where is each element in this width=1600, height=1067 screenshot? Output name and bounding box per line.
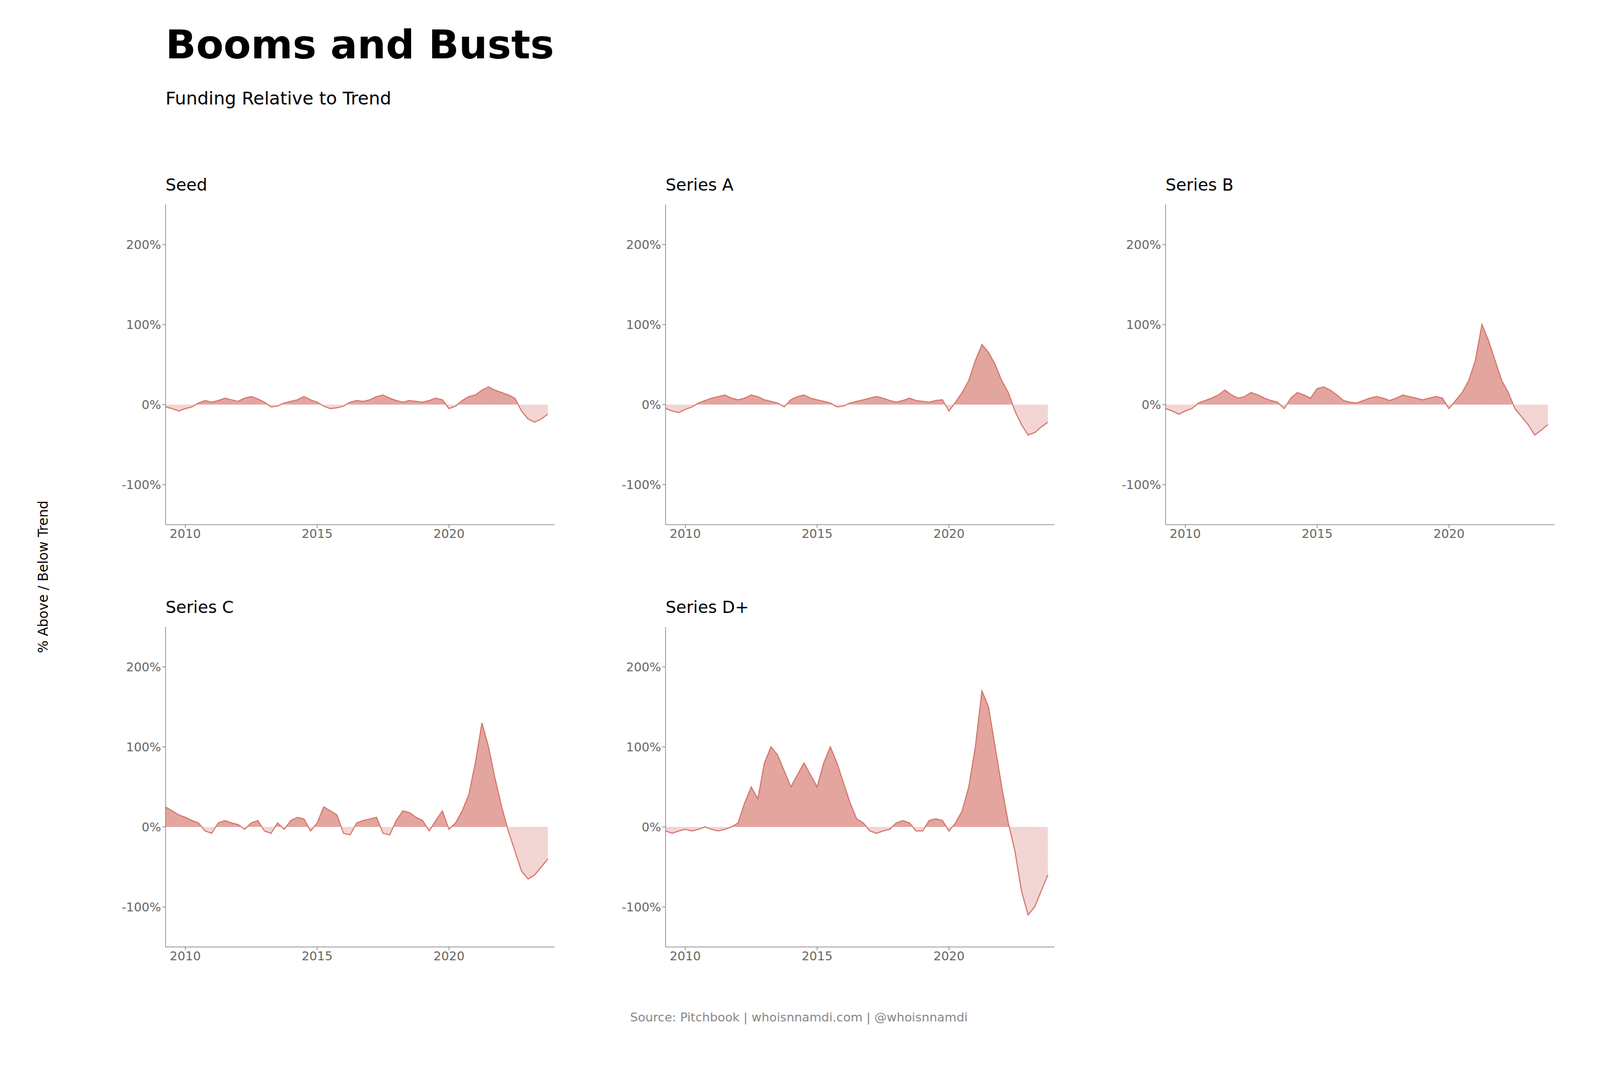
svg-text:100%: 100%: [626, 740, 662, 754]
html-text:Series D+: Series D+: [665, 597, 749, 617]
html-text:Series A: Series A: [665, 175, 734, 195]
html-text:% Above / Below Trend: % Above / Below Trend: [35, 500, 52, 653]
svg-text:-100%: -100%: [121, 900, 162, 914]
svg-text:2010: 2010: [170, 526, 202, 541]
svg-text:2020: 2020: [433, 526, 465, 541]
svg-text:2015: 2015: [801, 526, 833, 541]
svg-text:2020: 2020: [433, 948, 465, 963]
svg-text:-100%: -100%: [621, 900, 662, 914]
svg-text:100%: 100%: [626, 317, 662, 332]
svg-text:2010: 2010: [670, 948, 702, 963]
svg-text:2020: 2020: [933, 948, 965, 963]
svg-text:2020: 2020: [1433, 526, 1465, 541]
svg-text:0%: 0%: [141, 820, 162, 834]
svg-text:200%: 200%: [126, 660, 162, 674]
svg-text:0%: 0%: [1141, 397, 1162, 412]
svg-text:200%: 200%: [626, 660, 662, 674]
svg-text:100%: 100%: [126, 317, 162, 332]
html-text:Booms and Busts: Booms and Busts: [165, 21, 555, 68]
svg-text:200%: 200%: [1126, 237, 1162, 252]
svg-text:2010: 2010: [1170, 526, 1202, 541]
svg-text:-100%: -100%: [1121, 477, 1162, 492]
svg-text:200%: 200%: [626, 237, 662, 252]
svg-text:0%: 0%: [141, 397, 162, 412]
svg-text:100%: 100%: [126, 740, 162, 754]
svg-text:0%: 0%: [641, 397, 662, 412]
svg-text:-100%: -100%: [621, 477, 662, 492]
svg-text:2020: 2020: [933, 526, 965, 541]
svg-text:2015: 2015: [301, 526, 333, 541]
html-text:Funding Relative to Trend: Funding Relative to Trend: [165, 87, 392, 109]
svg-text:2010: 2010: [670, 526, 702, 541]
svg-text:200%: 200%: [126, 237, 162, 252]
svg-text:0%: 0%: [641, 820, 662, 834]
svg-text:2010: 2010: [170, 948, 202, 963]
html-text:Series C: Series C: [165, 597, 234, 617]
html-text:Seed: Seed: [165, 175, 208, 195]
svg-text:2015: 2015: [1301, 526, 1333, 541]
svg-text:100%: 100%: [1126, 317, 1162, 332]
html-text:Source: Pitchbook | whoisnnamd: Source: Pitchbook | whoisnnamdi.com | @w…: [630, 1010, 968, 1024]
svg-text:2015: 2015: [301, 948, 333, 963]
svg-text:2015: 2015: [801, 948, 833, 963]
svg-text:-100%: -100%: [121, 477, 162, 492]
html-text:Series B: Series B: [1165, 175, 1234, 195]
